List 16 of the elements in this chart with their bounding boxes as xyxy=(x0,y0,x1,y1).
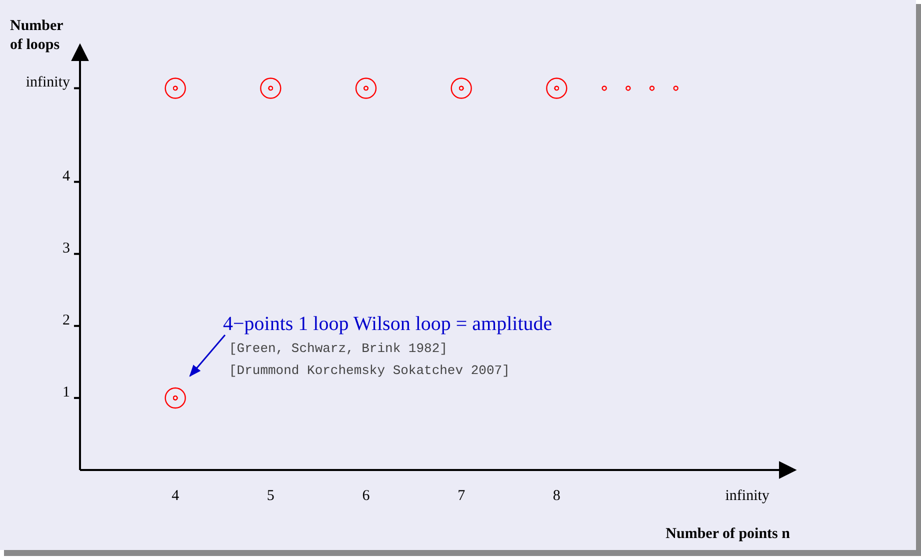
x-axis-title: Number of points n xyxy=(666,526,791,542)
annotation: [Drummond Korchemsky Sokatchev 2007] xyxy=(229,363,510,378)
annotation: [Green, Schwarz, Brink 1982] xyxy=(229,341,448,356)
x-tick-label: infinity xyxy=(725,488,770,504)
x-tick-label: 4 xyxy=(172,488,180,504)
y-tick-label: 1 xyxy=(62,384,70,400)
annotation: 4−points 1 loop Wilson loop = amplitude xyxy=(223,313,552,335)
y-axis-title: Number of loops xyxy=(10,18,64,53)
x-tick-label: 6 xyxy=(362,488,370,504)
x-tick-label: 5 xyxy=(266,488,274,504)
x-tick-label: 8 xyxy=(552,488,560,504)
y-tick-label: 3 xyxy=(62,240,70,256)
x-tick-label: 7 xyxy=(458,488,466,504)
y-tick-label: 2 xyxy=(62,312,70,328)
y-tick-label: infinity xyxy=(26,74,70,91)
y-tick-label: 4 xyxy=(62,168,70,184)
